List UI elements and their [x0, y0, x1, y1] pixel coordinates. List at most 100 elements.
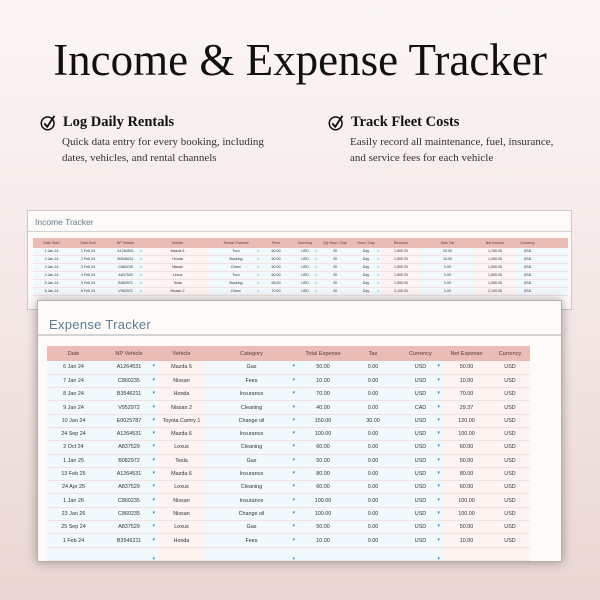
dropdown-cell[interactable]: A1264531 ▾: [100, 361, 158, 375]
dropdown-arrow-icon[interactable]: ▾: [140, 265, 142, 269]
table-cell[interactable]: 30: [320, 248, 350, 256]
dropdown-arrow-icon[interactable]: ▾: [315, 281, 317, 285]
table-cell[interactable]: 10.00: [443, 533, 490, 548]
table-cell[interactable]: 2,100.00: [382, 287, 420, 296]
dropdown-arrow-icon[interactable]: ▾: [257, 281, 259, 285]
table-cell[interactable]: 0.00: [348, 507, 398, 522]
table-cell[interactable]: 2 Jan 24: [33, 255, 70, 264]
table-cell[interactable]: 0.00: [348, 493, 398, 508]
dropdown-arrow-icon[interactable]: ▾: [315, 257, 317, 261]
table-cell[interactable]: 100.00: [443, 507, 490, 522]
dropdown-cell[interactable]: A837529 ▾: [100, 520, 158, 535]
table-cell[interactable]: 4 Feb 24: [70, 271, 106, 280]
dropdown-arrow-icon[interactable]: ▾: [292, 444, 295, 450]
table-cell[interactable]: USD: [490, 414, 530, 428]
dropdown-cell[interactable]: Change oil ▾: [205, 414, 298, 428]
dropdown-arrow-icon[interactable]: ▾: [257, 265, 259, 269]
dropdown-cell[interactable]: USD ▾: [398, 374, 443, 389]
table-cell[interactable]: 30: [320, 287, 350, 296]
dropdown-arrow-icon[interactable]: ▾: [292, 537, 295, 543]
dropdown-arrow-icon[interactable]: ▾: [437, 524, 440, 530]
dropdown-cell[interactable]: Gas ▾: [205, 520, 298, 535]
dropdown-cell[interactable]: USD ▾: [290, 287, 320, 296]
table-cell[interactable]: 0.00: [420, 279, 475, 288]
dropdown-cell[interactable]: USD ▾: [398, 440, 443, 455]
table-cell[interactable]: 60.00: [298, 480, 348, 495]
dropdown-cell[interactable]: USD ▾: [398, 467, 443, 482]
dropdown-cell[interactable]: B082972 ▾: [106, 279, 145, 288]
table-cell[interactable]: Nissan: [158, 374, 205, 389]
table-cell[interactable]: Nissan: [158, 493, 205, 508]
dropdown-cell[interactable]: B3546211 ▾: [100, 387, 158, 402]
dropdown-cell[interactable]: Change oil ▾: [205, 507, 298, 522]
dropdown-cell[interactable]: Day ▾: [350, 287, 382, 296]
table-cell[interactable]: 1,800.00: [382, 271, 420, 280]
dropdown-arrow-icon[interactable]: ▾: [437, 484, 440, 490]
dropdown-arrow-icon[interactable]: ▾: [257, 289, 259, 293]
table-cell[interactable]: [540, 248, 568, 256]
dropdown-arrow-icon[interactable]: ▾: [292, 524, 295, 530]
dropdown-cell[interactable]: Direct ▾: [210, 287, 262, 296]
table-cell[interactable]: USD: [490, 440, 530, 455]
dropdown-arrow-icon[interactable]: ▾: [152, 524, 155, 530]
table-cell[interactable]: 60.00: [443, 480, 490, 495]
dropdown-arrow-icon[interactable]: ▾: [152, 497, 155, 503]
dropdown-arrow-icon[interactable]: ▾: [292, 404, 295, 410]
dropdown-cell[interactable]: USD ▾: [398, 480, 443, 495]
dropdown-arrow-icon[interactable]: ▾: [315, 273, 317, 277]
dropdown-arrow-icon[interactable]: ▾: [292, 556, 295, 562]
table-cell[interactable]: 0.00: [348, 440, 398, 455]
table-cell[interactable]: Honda: [158, 533, 205, 548]
table-cell[interactable]: 50.00: [443, 454, 490, 468]
dropdown-arrow-icon[interactable]: ▾: [292, 377, 295, 383]
dropdown-cell[interactable]: A837529 ▾: [106, 271, 145, 280]
dropdown-arrow-icon[interactable]: ▾: [140, 257, 142, 261]
dropdown-cell[interactable]: Day ▾: [350, 248, 382, 256]
dropdown-cell[interactable]: USD ▾: [290, 248, 320, 256]
dropdown-arrow-icon[interactable]: ▾: [292, 484, 295, 490]
dropdown-arrow-icon[interactable]: ▾: [292, 471, 295, 477]
dropdown-arrow-icon[interactable]: ▾: [292, 364, 295, 370]
table-cell[interactable]: 80.00: [443, 467, 490, 482]
table-cell[interactable]: Mazda 6: [145, 248, 210, 256]
table-cell[interactable]: 6 Jan 24: [33, 287, 70, 296]
table-cell[interactable]: 10.00: [443, 374, 490, 389]
table-cell[interactable]: 10.00: [420, 255, 475, 264]
dropdown-cell[interactable]: Insurance ▾: [205, 467, 298, 482]
dropdown-arrow-icon[interactable]: ▾: [152, 537, 155, 543]
table-cell[interactable]: USD: [490, 467, 530, 482]
table-cell[interactable]: USD: [490, 361, 530, 375]
table-cell[interactable]: 1,500.00: [382, 263, 420, 272]
dropdown-cell[interactable]: Day ▾: [350, 263, 382, 272]
table-cell[interactable]: USD: [490, 533, 530, 548]
table-cell[interactable]: 60.00: [298, 440, 348, 455]
table-cell[interactable]: 30.00: [348, 414, 398, 428]
table-cell[interactable]: 30: [320, 263, 350, 272]
table-cell[interactable]: Honda: [158, 387, 205, 402]
table-cell[interactable]: 2,100.00: [475, 287, 515, 296]
table-cell[interactable]: Lexus: [158, 480, 205, 495]
table-cell[interactable]: Nissan: [158, 507, 205, 522]
table-cell[interactable]: 29.37: [443, 400, 490, 415]
dropdown-arrow-icon[interactable]: ▾: [152, 364, 155, 370]
dropdown-arrow-icon[interactable]: ▾: [437, 537, 440, 543]
dropdown-arrow-icon[interactable]: ▾: [377, 289, 379, 293]
table-cell[interactable]: USD: [515, 248, 540, 256]
dropdown-cell[interactable]: USD ▾: [398, 414, 443, 428]
table-cell[interactable]: 0.00: [348, 400, 398, 415]
dropdown-arrow-icon[interactable]: ▾: [292, 457, 295, 463]
table-cell[interactable]: 70.00: [262, 287, 290, 296]
table-cell[interactable]: Nissan 2: [145, 287, 210, 296]
table-cell[interactable]: Tesla: [145, 279, 210, 288]
table-cell[interactable]: 0.00: [348, 454, 398, 468]
dropdown-arrow-icon[interactable]: ▾: [315, 265, 317, 269]
dropdown-cell[interactable]: CAD ▾: [398, 400, 443, 415]
dropdown-cell[interactable]: Cleaning ▾: [205, 400, 298, 415]
dropdown-arrow-icon[interactable]: ▾: [437, 497, 440, 503]
dropdown-cell[interactable]: USD ▾: [398, 520, 443, 535]
table-cell[interactable]: 40.00: [298, 400, 348, 415]
table-cell[interactable]: 1,500.00: [475, 263, 515, 272]
table-cell[interactable]: 1,950.00: [475, 279, 515, 288]
dropdown-arrow-icon[interactable]: ▾: [152, 484, 155, 490]
table-cell[interactable]: Lexus: [158, 440, 205, 455]
